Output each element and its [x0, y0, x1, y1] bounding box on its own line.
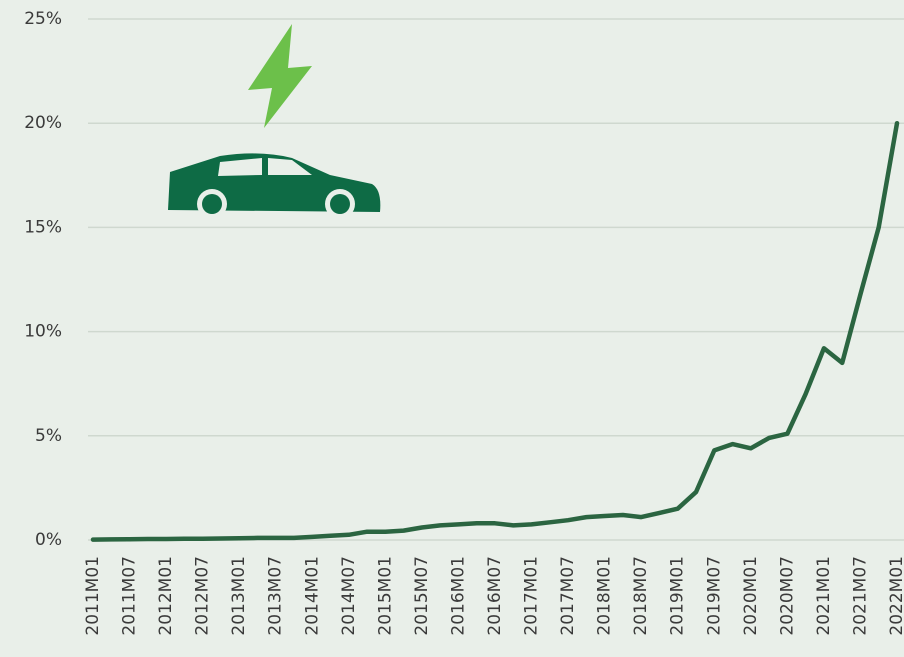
- chart: 0% 5% 10% 15% 20% 25% 2011M01 2011M07 2012M01 201…: [0, 0, 904, 657]
- x-tick-label: 2019M07: [704, 556, 724, 636]
- car-wheel: [330, 194, 350, 214]
- y-tick-label: 0%: [35, 530, 62, 550]
- x-tick-label: 2017M07: [558, 556, 578, 636]
- x-tick-label: 2013M01: [229, 556, 249, 636]
- x-tick-label: 2020M01: [741, 556, 761, 636]
- y-tick-label: 15%: [24, 217, 62, 237]
- x-tick-label: 2016M01: [448, 556, 468, 636]
- x-tick-label: 2011M07: [120, 556, 140, 636]
- x-tick-label: 2018M07: [631, 556, 651, 636]
- x-tick-label: 2022M01: [887, 556, 904, 636]
- y-tick-label: 5%: [35, 426, 62, 446]
- y-tick-label: 20%: [24, 113, 62, 133]
- x-tick-label: 2016M07: [485, 556, 505, 636]
- x-tick-label: 2012M07: [193, 556, 213, 636]
- y-tick-label: 10%: [24, 322, 62, 342]
- car-wheel: [202, 194, 222, 214]
- x-tick-label: 2019M01: [668, 556, 688, 636]
- x-tick-label: 2021M01: [814, 556, 834, 636]
- x-tick-label: 2014M01: [302, 556, 322, 636]
- x-tick-label: 2020M07: [777, 556, 797, 636]
- x-tick-label: 2015M07: [412, 556, 432, 636]
- x-tick-label: 2012M01: [156, 556, 176, 636]
- x-tick-label: 2013M07: [266, 556, 286, 636]
- x-tick-label: 2018M01: [595, 556, 615, 636]
- x-tick-label: 2015M01: [375, 556, 395, 636]
- x-tick-label: 2014M07: [339, 556, 359, 636]
- y-tick-label: 25%: [24, 9, 62, 29]
- x-tick-label: 2011M01: [83, 556, 103, 636]
- x-tick-label: 2021M07: [850, 556, 870, 636]
- x-tick-label: 2017M01: [522, 556, 542, 636]
